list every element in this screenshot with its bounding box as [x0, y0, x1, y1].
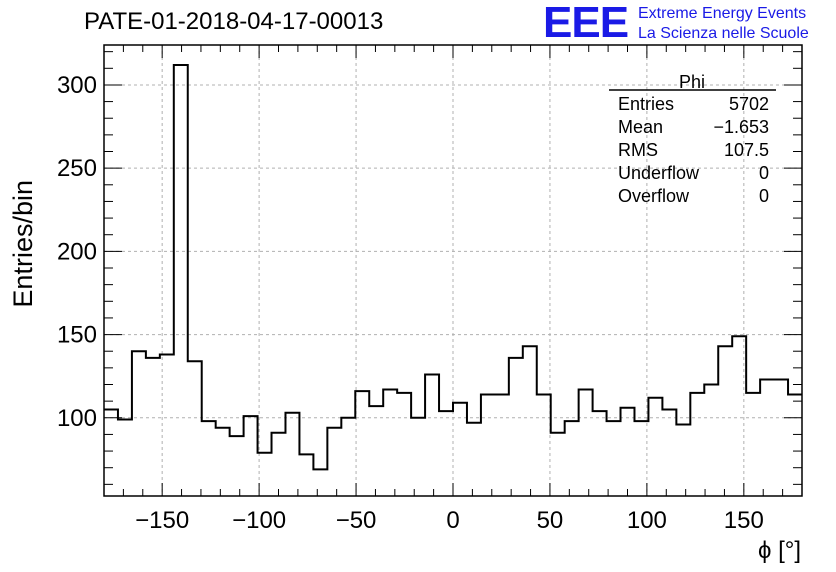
y-tick-label: 100 [57, 405, 97, 432]
x-tick-label: −50 [336, 507, 377, 534]
stats-label: RMS [618, 140, 658, 160]
stats-value: 0 [759, 186, 769, 206]
stats-value: −1.653 [713, 117, 769, 137]
x-axis-label: ϕ [°] [758, 537, 801, 564]
logo-text-line1: Extreme Energy Events [638, 5, 807, 22]
stats-label: Entries [618, 94, 674, 114]
x-tick-label: −150 [135, 507, 189, 534]
stats-box: Phi Entries 5702 Mean −1.653 RMS 107.5 Underfl… [609, 72, 776, 206]
histogram-line [104, 63, 802, 471]
y-tick-label: 150 [57, 322, 97, 349]
x-tick-label: 0 [446, 507, 459, 534]
eee-logo: EEE Extreme Energy Events La Scienza nel… [543, 0, 833, 48]
stats-label: Mean [618, 117, 663, 137]
logo-mark: EEE [543, 0, 629, 47]
tick-label-layer: −150 −100 −50 0 50 100 150 100 150 200 250 300 [57, 72, 764, 534]
stats-rows: Entries 5702 Mean −1.653 RMS 107.5 Underflow 0 O… [618, 94, 769, 206]
y-tick-label: 200 [57, 238, 97, 265]
x-tick-label: 50 [537, 507, 564, 534]
y-axis-label: Entries/bin [8, 180, 38, 308]
stats-value: 107.5 [724, 140, 769, 160]
x-tick-label: 100 [627, 507, 667, 534]
chart-title: PATE-01-2018-04-17-00013 [84, 8, 384, 35]
stats-value: 5702 [729, 94, 769, 114]
stats-box-title: Phi [679, 72, 705, 92]
grid-layer [104, 45, 802, 496]
y-tick-label: 250 [57, 155, 97, 182]
stats-value: 0 [759, 163, 769, 183]
stats-label: Overflow [618, 186, 690, 206]
tick-layer [103, 45, 803, 496]
y-tick-label: 300 [57, 72, 97, 99]
stats-label: Underflow [618, 163, 700, 183]
x-tick-label: −100 [232, 507, 286, 534]
x-tick-label: 150 [724, 507, 764, 534]
histogram-layer [104, 63, 802, 471]
logo-text-line2: La Scienza nelle Scuole [638, 25, 809, 42]
